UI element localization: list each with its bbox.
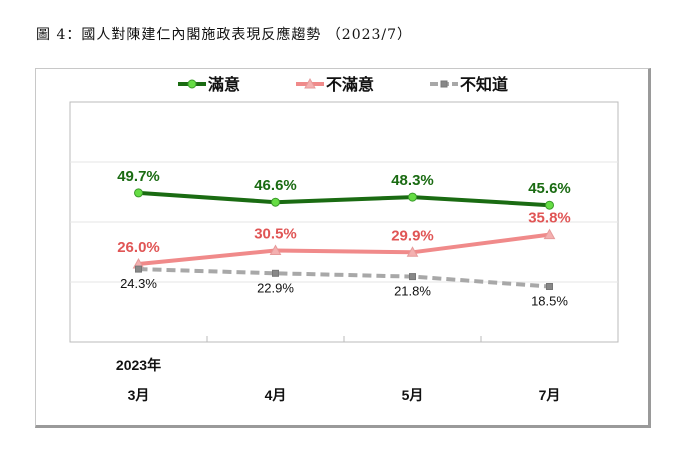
data-label: 45.6% bbox=[528, 180, 571, 197]
series-0: 49.7% 46.6% 48.3% 45.6% bbox=[117, 168, 571, 210]
series-1: 26.0% 30.5% 29.9% 35.8% bbox=[117, 210, 571, 269]
legend-marker-circle bbox=[187, 79, 197, 89]
data-point-square bbox=[409, 273, 416, 281]
data-label: 35.8% bbox=[528, 210, 571, 227]
data-point-triangle bbox=[406, 246, 419, 257]
chart-title: 圖 4：國人對陳建仁內閣施政表現反應趨勢 （2023/7） bbox=[36, 27, 413, 43]
data-label: 24.3% bbox=[120, 276, 157, 291]
data-label: 30.5% bbox=[254, 226, 297, 243]
series-line bbox=[138, 232, 550, 266]
data-point-circle bbox=[545, 200, 554, 210]
series-line bbox=[138, 190, 550, 208]
series-line bbox=[138, 267, 550, 289]
data-point-square bbox=[135, 265, 142, 273]
legend-label: 不知道 bbox=[460, 75, 508, 94]
data-label: 49.7% bbox=[117, 168, 160, 185]
data-label: 48.3% bbox=[391, 172, 434, 189]
x-tick-label: 4月 bbox=[265, 387, 287, 403]
data-label: 29.9% bbox=[391, 227, 434, 244]
data-point-square bbox=[272, 269, 279, 277]
data-point-circle bbox=[271, 197, 280, 207]
legend-item: 不滿意 bbox=[296, 75, 374, 94]
data-label: 22.9% bbox=[257, 280, 294, 295]
legend-label: 不滿意 bbox=[326, 75, 374, 94]
data-label: 46.6% bbox=[254, 177, 297, 194]
data-label: 26.0% bbox=[117, 239, 160, 256]
series-2: 24.3% 22.9% 21.8% 18.5% bbox=[120, 265, 568, 309]
year-label: 2023年 bbox=[116, 357, 161, 373]
chart-frame bbox=[35, 68, 651, 428]
x-tick-label: 7月 bbox=[539, 387, 561, 403]
data-label: 18.5% bbox=[531, 294, 568, 309]
data-label: 21.8% bbox=[394, 284, 431, 299]
legend-marker-square bbox=[440, 80, 448, 88]
data-point-circle bbox=[408, 192, 417, 202]
data-point-circle bbox=[134, 188, 143, 198]
x-tick-label: 5月 bbox=[402, 387, 424, 403]
legend-item: 滿意 bbox=[178, 75, 240, 94]
data-point-triangle bbox=[543, 228, 556, 240]
legend-item: 不知道 bbox=[430, 75, 508, 94]
x-tick-label: 3月 bbox=[128, 387, 150, 403]
data-point-square bbox=[546, 283, 553, 290]
legend-marker-triangle bbox=[304, 77, 316, 89]
legend-label: 滿意 bbox=[208, 75, 240, 94]
data-point-triangle bbox=[269, 244, 282, 255]
